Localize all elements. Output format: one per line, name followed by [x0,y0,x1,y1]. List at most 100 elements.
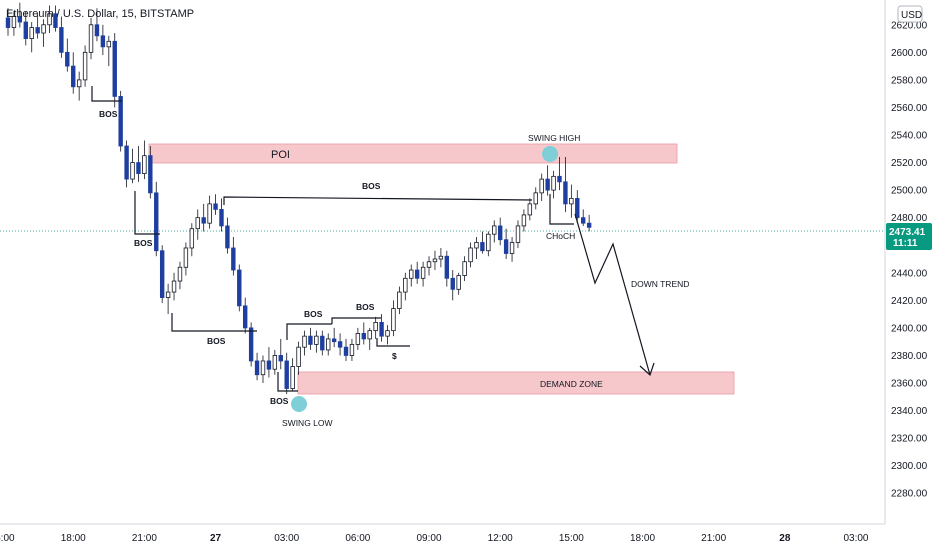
bos-line-7 [331,317,381,324]
bos-label-6: BOS [304,309,323,319]
candle-up [527,203,533,216]
candle-up [403,277,408,293]
candle-up [521,214,527,227]
time-tick-label: 21:00 [132,533,157,544]
candle-up [349,344,355,356]
candle-up [302,335,307,348]
candle-up [409,269,414,279]
candle-down [320,335,325,351]
chart-title: Ethereum / U.S. Dollar, 15, BITSTAMP [6,8,194,20]
candles-group [5,2,592,395]
candle-down [201,217,206,224]
candle-up [539,178,544,194]
candle-up [509,242,515,254]
candle-up [492,225,497,235]
candle-up [272,355,278,370]
candle-up [420,266,426,279]
candle-up [456,275,461,290]
time-tick-label: 12:00 [488,533,513,544]
price-axis[interactable] [885,0,932,550]
time-tick-label: 27 [210,533,222,544]
candle-down [361,332,366,340]
time-axis-ticks[interactable]: 15:00 18:00 21:00 27 03:00 06:00 09:00 12:00 15:… [0,533,869,544]
candle-up [486,233,491,252]
candle-down [231,247,236,271]
candle-down [444,255,450,279]
candle-up [47,13,52,26]
plot-area[interactable] [0,0,885,524]
choch-label: CHoCH [546,231,575,241]
bos-label-7: BOS [356,302,375,312]
bos-label-2: BOS [134,238,153,248]
bos-line-2 [134,191,160,235]
price-tick-label: 2500.00 [891,186,928,197]
price-tick-label: 2520.00 [891,158,928,169]
bos-label-1: BOS [99,109,118,119]
candle-up [76,79,82,88]
price-tick-label: 2440.00 [891,268,928,279]
candle-down [237,269,242,307]
candle-up [367,330,372,340]
candle-up [397,291,402,310]
candle-down [586,222,592,228]
candle-down [23,21,28,39]
candle-down [497,225,503,241]
candle-up [290,366,295,389]
candle-down [5,17,11,28]
candle-down [53,13,58,28]
candle-up [462,261,467,276]
candle-down [575,197,580,219]
candle-up [260,360,266,376]
bos-line-3 [171,313,257,332]
candle-up [551,175,556,191]
candle-down [343,346,349,356]
candle-down [94,24,100,37]
price-tick-label: 2540.00 [891,131,928,142]
poi-label: POI [271,149,290,161]
bos-line-6 [286,323,332,340]
candle-up [106,40,112,48]
candle-down [112,40,117,97]
candle-up [195,217,200,230]
structure-lines [91,86,655,392]
candle-down [480,242,485,252]
candle-up [432,258,438,263]
down-trend-label: DOWN TREND [631,279,689,289]
time-tick-label: 21:00 [701,533,726,544]
down-trend-arrow [574,213,651,376]
candle-down [148,155,153,194]
candle-down [248,327,254,362]
current-price-badge [886,223,932,250]
bos-line-4 [223,196,533,205]
candle-down [17,16,23,23]
candle-up [29,27,34,39]
candle-up [130,162,135,180]
candle-down [278,355,283,362]
candle-down [581,217,586,224]
candle-down [154,192,159,252]
candle-up [474,242,479,249]
price-tick-label: 2600.00 [891,48,928,59]
candle-up [171,280,177,293]
candle-up [165,291,171,298]
bos-label-5: BOS [270,396,289,406]
candle-down [379,321,384,337]
current-price-value: 2473.41 [889,227,926,238]
candle-down [308,335,313,345]
candle-up [373,321,378,332]
candle-down [284,360,289,389]
candle-down [124,145,129,180]
candle-down [414,269,420,279]
currency-button[interactable] [897,5,923,23]
candle-up [515,225,521,243]
time-tick-label: 03:00 [274,533,299,544]
candle-down [331,338,337,343]
price-tick-label: 2400.00 [891,323,928,334]
candle-up [569,197,574,205]
candle-down [59,27,64,53]
candle-up [11,16,17,28]
candle-down [563,181,568,205]
candle-down [100,35,106,48]
candle-down [450,277,455,290]
